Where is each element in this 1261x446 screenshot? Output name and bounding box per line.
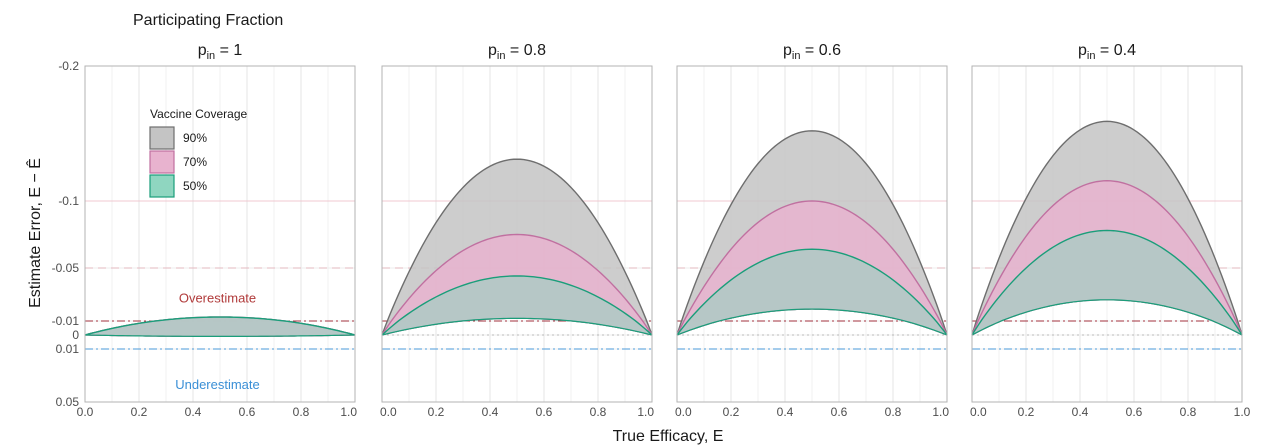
band-upper-line (381, 158, 653, 336)
y-tick-label: -0.05 (52, 261, 80, 275)
panel-border (84, 65, 356, 403)
x-tick-label: 0.6 (239, 405, 256, 419)
x-tick-label: 1.0 (932, 405, 949, 419)
legend-swatch (149, 174, 175, 198)
annotation: Underestimate (175, 377, 260, 392)
x-tick-label: 0.6 (831, 405, 848, 419)
panel-2: pin = 0.8 0.0 0.2 0.4 0.6 0.8 1.0 (380, 42, 654, 419)
x-tick-label: 0.8 (885, 405, 902, 419)
x-tick-label: 0.0 (380, 405, 397, 419)
band-lower-line (971, 299, 1243, 336)
annotation: Overestimate (179, 290, 256, 305)
x-tick-label: 0.2 (428, 405, 445, 419)
x-tick-label: 0.2 (131, 405, 148, 419)
x-tick-label: 0.2 (723, 405, 740, 419)
legend-title: Vaccine Coverage (150, 107, 247, 121)
panel-border (381, 65, 653, 403)
band-upper-line (381, 275, 653, 336)
y-tick-label: 0.05 (56, 395, 80, 409)
y-tick-label: -0.2 (58, 59, 79, 73)
band-upper-line (971, 229, 1243, 336)
x-tick-label: 0.4 (482, 405, 499, 419)
panel-3: pin = 0.6 0.0 0.2 0.4 0.6 0.8 1.0 (675, 42, 949, 419)
x-tick-label: 0.8 (590, 405, 607, 419)
band-upper-line (381, 233, 653, 336)
band-lower-line (84, 334, 356, 337)
legend-label: 70% (183, 155, 207, 169)
x-tick-label: 0.0 (970, 405, 987, 419)
x-tick-label: 0.2 (1018, 405, 1035, 419)
legend: Vaccine Coverage 90% 70% 50% (149, 107, 247, 198)
legend-swatch (149, 126, 175, 150)
x-tick-label: 1.0 (1234, 405, 1251, 419)
x-tick-label: 1.0 (637, 405, 654, 419)
figure-title: Participating Fraction (133, 12, 283, 29)
panel-title: pin = 1 (198, 42, 243, 62)
band-lower-line (381, 317, 653, 336)
x-tick-label: 0.4 (185, 405, 202, 419)
x-tick-label: 0.8 (293, 405, 310, 419)
y-tick-label: 0 (72, 328, 79, 342)
panel-title: pin = 0.8 (488, 42, 546, 62)
panel-1: pin = 1 0.0 0.2 0.4 0.6 0.8 1.0 Overestimate Und… (77, 42, 358, 419)
band-upper-line (84, 316, 356, 336)
panel-4: pin = 0.4 0.0 0.2 0.4 0.6 0.8 1.0 (970, 42, 1251, 419)
band-upper-line (676, 200, 948, 336)
x-tick-label: 0.0 (675, 405, 692, 419)
x-tick-label: 1.0 (340, 405, 357, 419)
x-axis-label: True Efficacy, E (613, 428, 724, 445)
x-tick-label: 0.4 (1072, 405, 1089, 419)
band-lower-line (676, 308, 948, 336)
x-tick-label: 0.6 (536, 405, 553, 419)
y-tick-label: -0.01 (52, 314, 80, 328)
x-tick-label: 0.6 (1126, 405, 1143, 419)
band-upper-line (676, 248, 948, 336)
y-axis-label: Estimate Error, E − Ê (25, 158, 44, 308)
panel-border (676, 65, 948, 403)
panels: pin = 1 0.0 0.2 0.4 0.6 0.8 1.0 Overestimate Und… (52, 42, 1251, 419)
band-upper-line (971, 120, 1243, 336)
y-tick-label: -0.1 (58, 194, 79, 208)
legend-label: 90% (183, 131, 207, 145)
x-tick-label: 0.8 (1180, 405, 1197, 419)
x-tick-label: 0.0 (77, 405, 94, 419)
panel-border (971, 65, 1243, 403)
panel-title: pin = 0.6 (783, 42, 841, 62)
x-tick-label: 0.4 (777, 405, 794, 419)
legend-swatch (149, 150, 175, 174)
band-upper-line (971, 180, 1243, 336)
panel-title: pin = 0.4 (1078, 42, 1136, 62)
y-tick-label: 0.01 (56, 342, 80, 356)
legend-label: 50% (183, 179, 207, 193)
band-upper-line (676, 130, 948, 336)
